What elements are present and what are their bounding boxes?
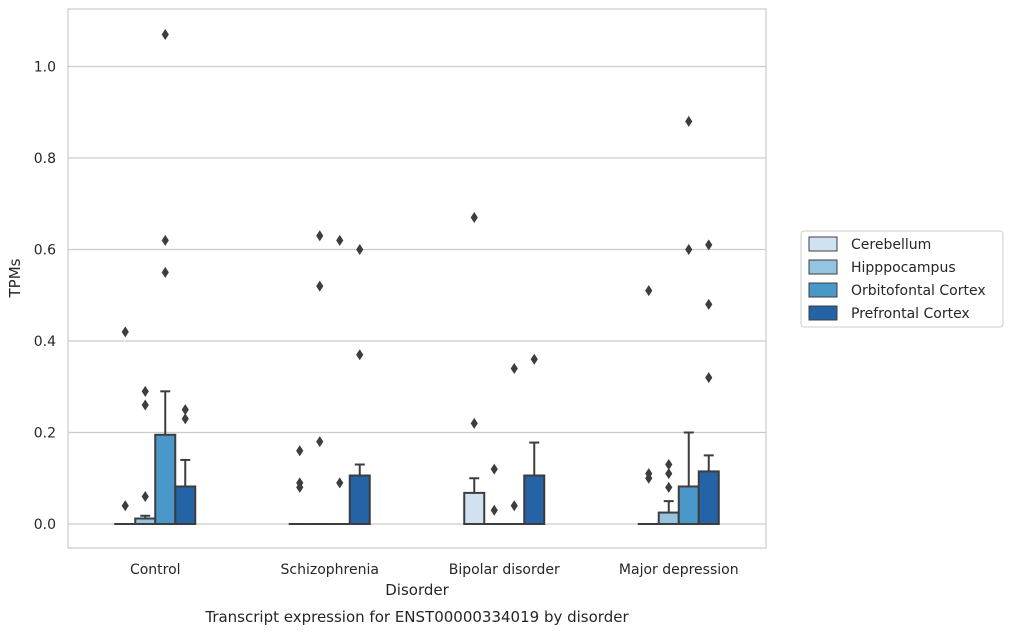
- outlier-point: [121, 326, 129, 338]
- legend-label: Hipppocampus: [851, 260, 956, 276]
- x-tick-label: Schizophrenia: [281, 562, 379, 578]
- outlier-point: [161, 234, 169, 246]
- outlier-point: [470, 417, 478, 429]
- outlier-point: [705, 372, 713, 384]
- box-3-1: [348, 463, 371, 526]
- outlier-point: [121, 500, 129, 512]
- legend-label: Prefrontal Cortex: [851, 306, 970, 322]
- outlier-point: [490, 504, 498, 516]
- box-body: [348, 474, 371, 526]
- outlier-point: [356, 349, 364, 361]
- box-body: [657, 511, 680, 525]
- box-1-3: [657, 500, 680, 525]
- x-tick-label: Bipolar disorder: [449, 562, 560, 578]
- legend-swatch: [808, 236, 838, 252]
- outlier-point: [356, 244, 364, 255]
- outlier-point: [141, 399, 149, 411]
- outlier-point: [685, 115, 693, 127]
- outlier-point: [705, 298, 713, 310]
- outlier-point: [141, 491, 149, 503]
- legend-label: Orbitofontal Cortex: [851, 283, 986, 299]
- legend-label: Cerebellum: [851, 237, 931, 253]
- chart-title: Transcript expression for ENST0000033401…: [204, 608, 629, 626]
- outlier-point: [336, 234, 344, 246]
- x-tick-label: Control: [130, 562, 181, 578]
- outlier-point: [510, 500, 518, 512]
- legend-frame: [800, 230, 1004, 328]
- y-axis-ticks: 0.0 0.2 0.4 0.6 0.8 1.0: [34, 60, 56, 534]
- outlier-point: [530, 353, 538, 365]
- legend-swatch: [808, 305, 838, 321]
- box-body: [677, 485, 700, 525]
- outlier-point: [161, 266, 169, 278]
- outlier-point: [510, 362, 518, 374]
- boxes: [114, 390, 720, 526]
- outlier-point: [705, 239, 713, 251]
- box-3-2: [523, 441, 546, 526]
- box-body: [154, 433, 177, 526]
- x-axis-label: Disorder: [385, 581, 449, 599]
- outlier-point: [296, 445, 304, 457]
- box-2-0: [154, 390, 177, 526]
- box-0-2: [463, 477, 486, 526]
- y-tick-label: 0.2: [34, 426, 56, 442]
- y-tick-label: 0.4: [34, 334, 56, 350]
- outlier-point: [296, 477, 304, 489]
- y-tick-label: 1.0: [34, 60, 56, 76]
- outlier-point: [316, 230, 324, 242]
- legend-swatch: [808, 282, 838, 298]
- box-body: [697, 470, 720, 526]
- legend: Cerebellum Hipppocampus Orbitofontal Corte…: [800, 230, 1004, 328]
- outlier-point: [665, 459, 673, 471]
- outlier-point: [316, 280, 324, 292]
- outlier-point: [665, 481, 673, 493]
- x-tick-label: Major depression: [619, 562, 739, 578]
- outlier-point: [645, 468, 653, 480]
- outlier-point: [470, 211, 478, 223]
- plot-area-frame: [67, 8, 767, 549]
- box-body: [174, 485, 197, 525]
- box-body: [523, 474, 546, 526]
- box-1-0: [134, 514, 157, 526]
- box-body: [463, 491, 486, 526]
- outlier-point: [336, 477, 344, 489]
- box-3-0: [174, 458, 197, 525]
- box-3-3: [697, 454, 720, 526]
- outlier-point: [161, 28, 169, 40]
- outlier-point: [665, 468, 673, 480]
- outlier-point: [645, 285, 653, 297]
- outliers: [121, 28, 713, 516]
- outlier-point: [181, 413, 189, 425]
- legend-swatch: [808, 259, 838, 275]
- x-axis-ticks: Control Schizophrenia Bipolar disorder Majo…: [130, 562, 739, 578]
- outlier-point: [141, 385, 149, 397]
- y-tick-label: 0.6: [34, 243, 56, 259]
- y-axis-label: TPMs: [6, 258, 24, 298]
- y-tick-label: 0.0: [34, 517, 56, 533]
- outlier-point: [685, 244, 693, 255]
- box-2-3: [677, 431, 700, 525]
- outlier-point: [316, 436, 324, 448]
- y-tick-label: 0.8: [34, 151, 56, 167]
- outlier-point: [181, 404, 189, 416]
- outlier-point: [490, 463, 498, 475]
